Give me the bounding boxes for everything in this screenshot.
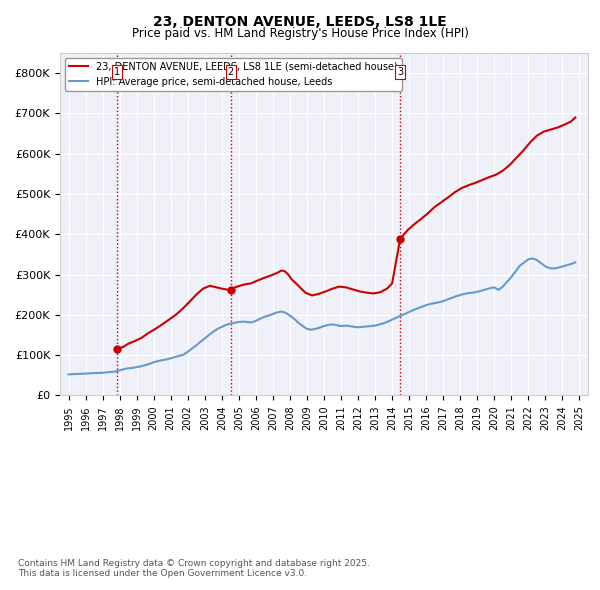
Text: 2: 2 bbox=[40, 448, 47, 458]
Text: 03-NOV-1997: 03-NOV-1997 bbox=[92, 411, 167, 420]
FancyBboxPatch shape bbox=[23, 478, 64, 504]
Legend: 23, DENTON AVENUE, LEEDS, LS8 1LE (semi-detached house), HPI: Average price, sem: 23, DENTON AVENUE, LEEDS, LS8 1LE (semi-… bbox=[65, 58, 401, 91]
Text: 19-JUN-2014: 19-JUN-2014 bbox=[92, 486, 163, 496]
Text: 3: 3 bbox=[40, 486, 47, 496]
Text: 1: 1 bbox=[40, 411, 47, 420]
Text: 120% ↑ HPI: 120% ↑ HPI bbox=[380, 411, 447, 420]
Text: 97% ↑ HPI: 97% ↑ HPI bbox=[380, 448, 440, 458]
Text: £388,400: £388,400 bbox=[254, 486, 307, 496]
Text: 152% ↑ HPI: 152% ↑ HPI bbox=[380, 486, 447, 496]
Text: 3: 3 bbox=[397, 67, 403, 77]
Text: Price paid vs. HM Land Registry's House Price Index (HPI): Price paid vs. HM Land Registry's House … bbox=[131, 27, 469, 40]
FancyBboxPatch shape bbox=[23, 402, 64, 428]
Text: £261,000: £261,000 bbox=[254, 448, 307, 458]
FancyBboxPatch shape bbox=[23, 440, 64, 466]
Text: 08-JUL-2004: 08-JUL-2004 bbox=[92, 448, 161, 458]
Text: 23, DENTON AVENUE, LEEDS, LS8 1LE: 23, DENTON AVENUE, LEEDS, LS8 1LE bbox=[153, 15, 447, 29]
Text: £114,000: £114,000 bbox=[254, 411, 307, 420]
Text: 2: 2 bbox=[227, 67, 234, 77]
Text: Contains HM Land Registry data © Crown copyright and database right 2025.
This d: Contains HM Land Registry data © Crown c… bbox=[18, 559, 370, 578]
Text: 1: 1 bbox=[114, 67, 120, 77]
